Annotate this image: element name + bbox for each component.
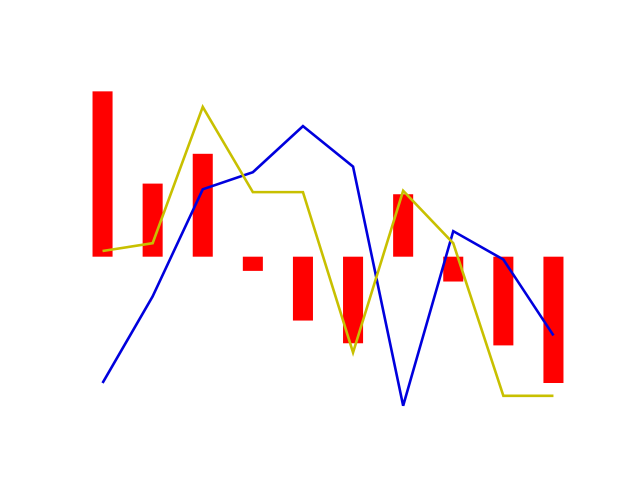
bar-9 (543, 256, 564, 384)
series-line-2 (102, 103, 554, 398)
line-series-group (101, 103, 555, 407)
bar-5 (343, 256, 364, 344)
bar-3 (242, 256, 263, 271)
bar-series (92, 91, 564, 384)
series-line-1 (101, 124, 555, 407)
bar-0 (92, 91, 113, 257)
bar-7 (443, 256, 464, 282)
bar-1 (142, 183, 163, 257)
bar-4 (292, 256, 313, 321)
bar-6 (393, 194, 414, 257)
bar-2 (192, 153, 213, 257)
bar-8 (493, 256, 514, 346)
